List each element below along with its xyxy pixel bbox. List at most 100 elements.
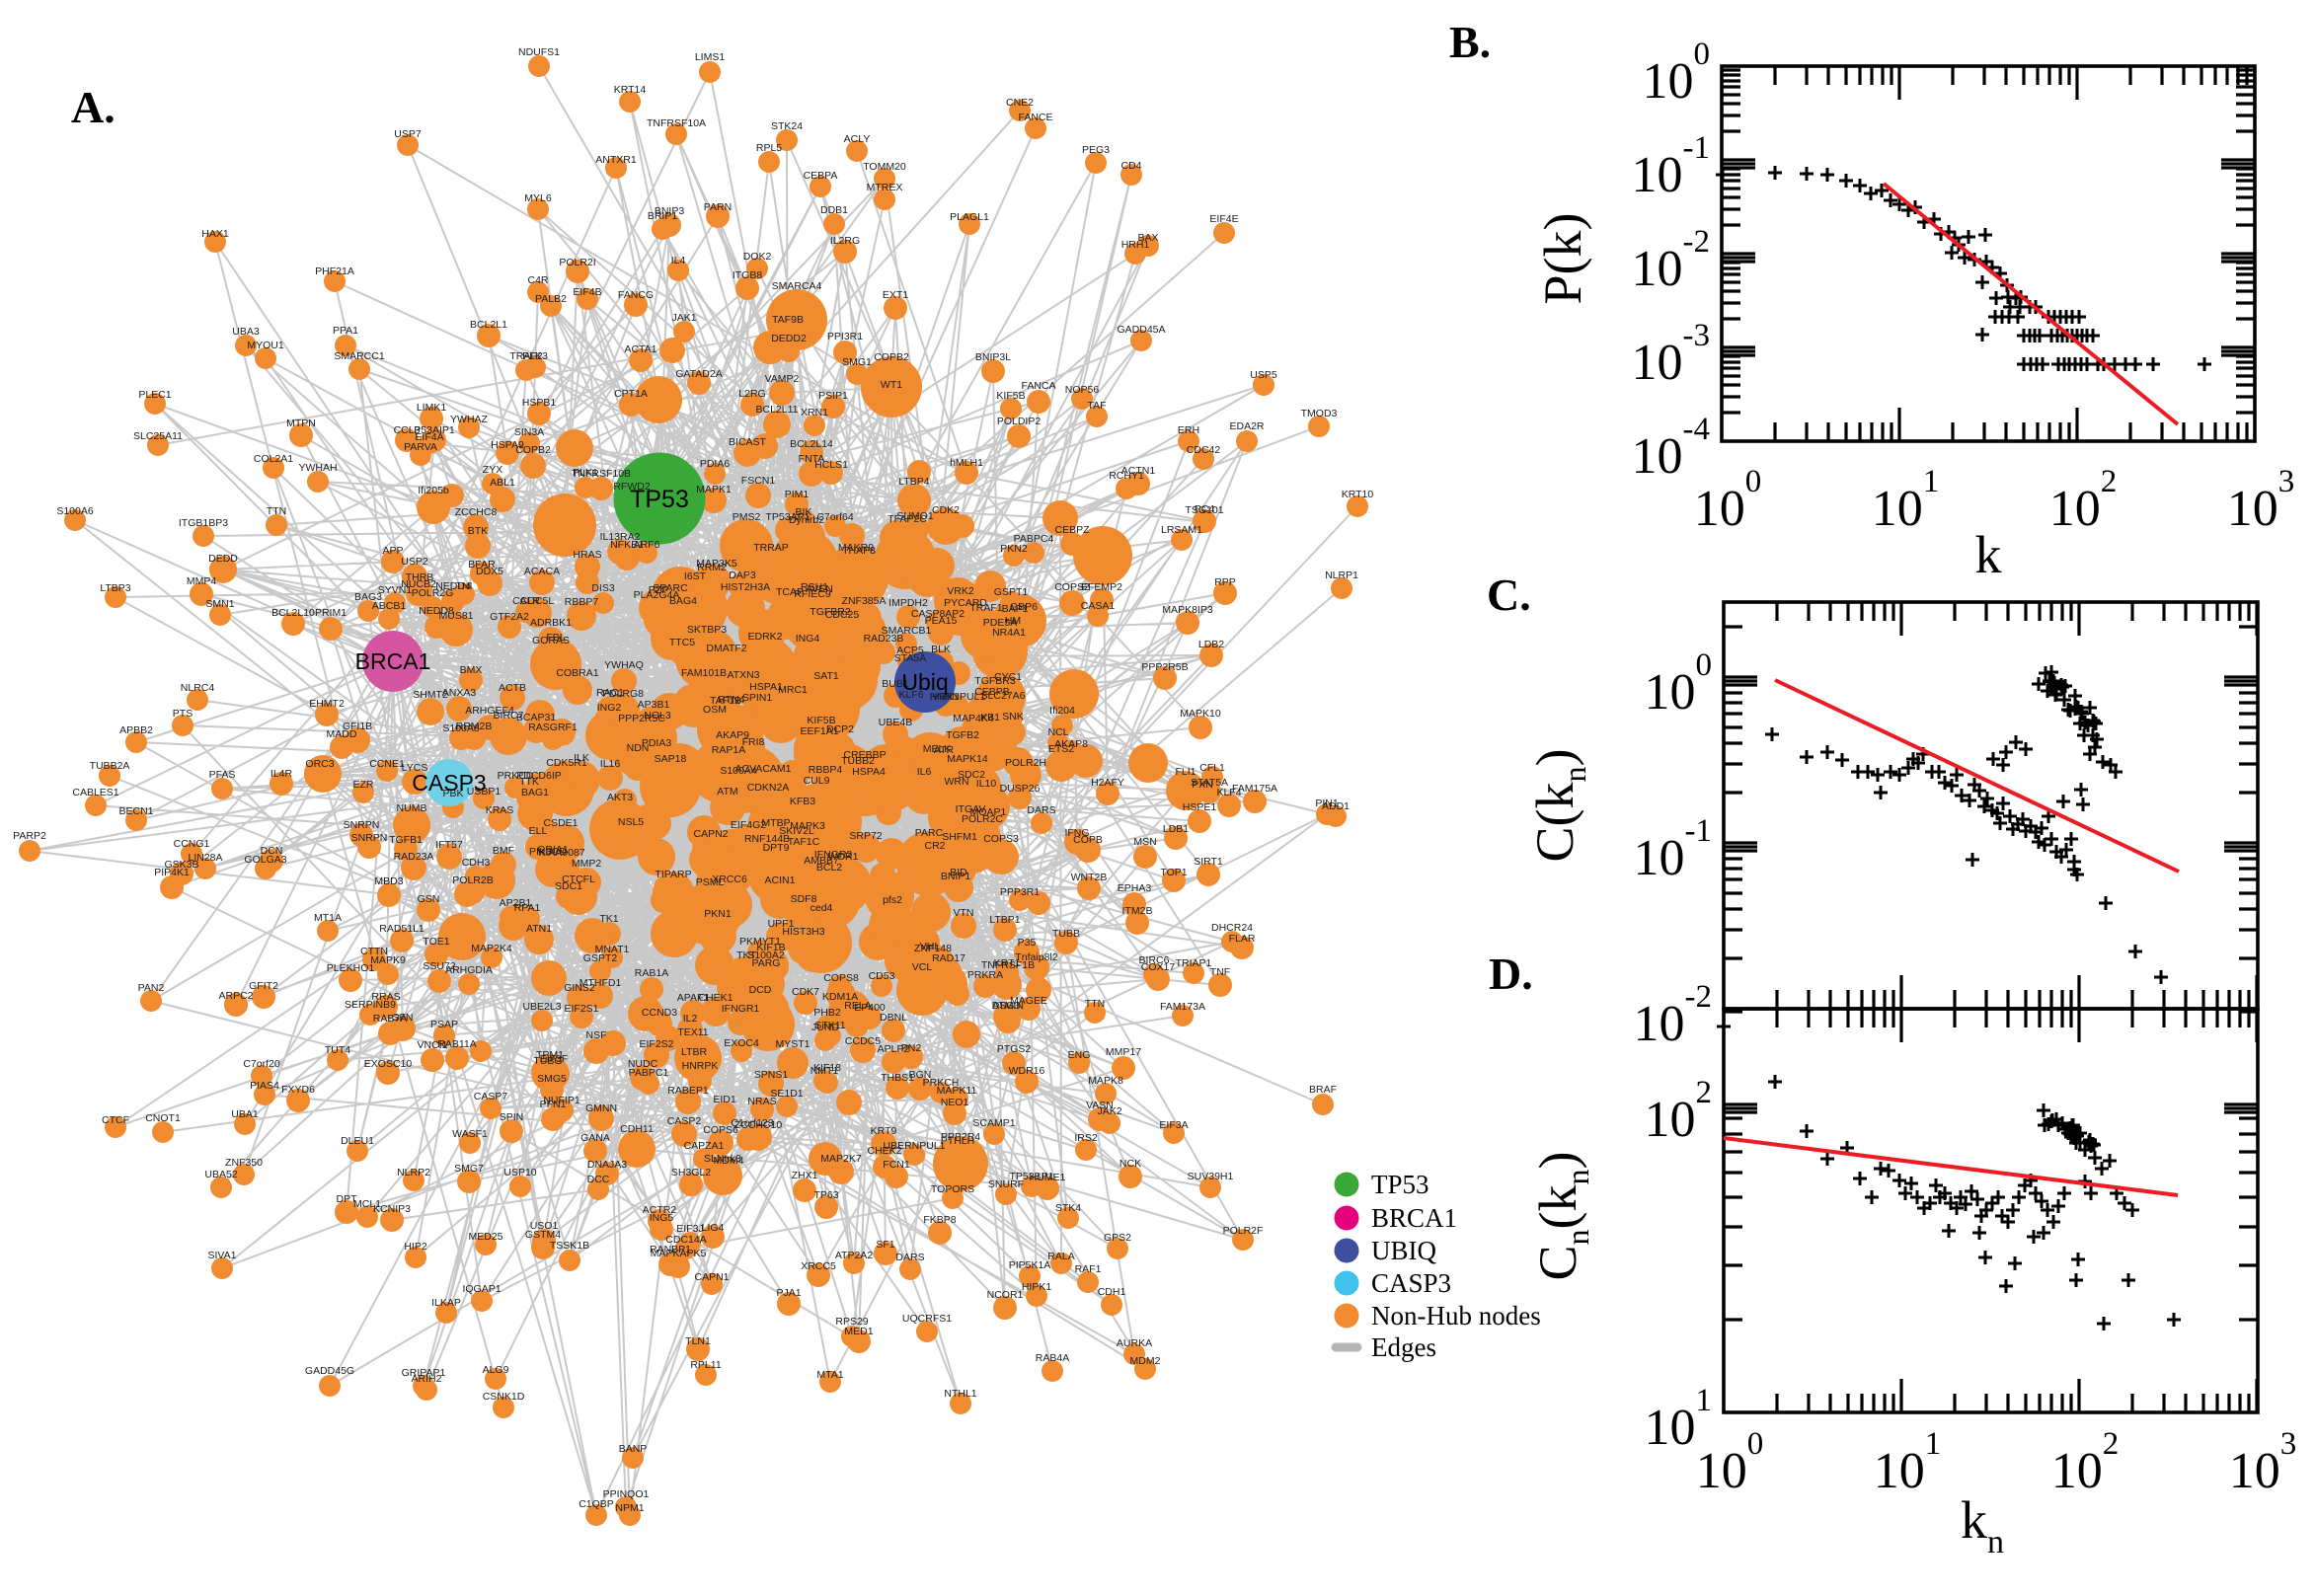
svg-text:DCP2: DCP2 [826,723,854,735]
svg-text:ZNF350: ZNF350 [225,1157,263,1169]
svg-text:HSPA9: HSPA9 [491,439,524,451]
svg-text:PDE5A: PDE5A [983,617,1017,629]
svg-text:WDR16: WDR16 [1009,1065,1045,1077]
svg-text:PHB2: PHB2 [813,1007,841,1019]
svg-text:IL13RA2: IL13RA2 [600,531,641,543]
svg-text:EZR: EZR [353,779,374,791]
svg-text:PHF21A: PHF21A [315,266,354,277]
svg-text:SCAMP1: SCAMP1 [972,1117,1015,1129]
svg-text:PKN2: PKN2 [1000,543,1028,555]
svg-text:VCL: VCL [912,961,933,973]
svg-text:TMOD3: TMOD3 [1301,408,1338,419]
svg-text:MAPKAPK5: MAPKAPK5 [651,1248,707,1259]
svg-text:ANTXR1: ANTXR1 [595,154,637,166]
svg-text:BRIP1: BRIP1 [648,210,678,222]
svg-text:BTK: BTK [468,525,488,537]
svg-text:PSIP1: PSIP1 [818,390,848,402]
svg-text:GORAS: GORAS [532,635,570,646]
svg-text:RAD23A: RAD23A [394,851,434,863]
svg-text:RANBP1: RANBP1 [650,1244,691,1255]
svg-text:SLC27A6: SLC27A6 [981,690,1026,702]
svg-text:STK4: STK4 [1055,1202,1081,1214]
svg-text:RALA: RALA [1047,1251,1074,1262]
svg-text:BUB1: BUB1 [882,678,909,690]
svg-text:HRAS: HRAS [573,549,601,561]
svg-text:SNRPN: SNRPN [351,832,388,844]
svg-text:IFNGR2: IFNGR2 [814,849,853,861]
svg-text:CUL9: CUL9 [804,775,830,787]
svg-text:TEX11: TEX11 [677,1026,708,1038]
svg-text:MMP2: MMP2 [572,858,601,870]
svg-text:RAC1: RAC1 [596,687,624,699]
svg-text:FSCN1: FSCN1 [741,475,776,487]
svg-text:PLK3: PLK3 [522,350,548,362]
svg-text:EIF4A: EIF4A [415,431,443,443]
svg-text:CASP7: CASP7 [474,1091,508,1102]
svg-text:RASGRF1: RASGRF1 [528,722,578,733]
svg-text:YWHAH: YWHAH [298,462,337,474]
svg-text:CDH3: CDH3 [462,857,491,869]
svg-text:CCNE1: CCNE1 [369,758,405,770]
svg-text:MAPK14: MAPK14 [947,753,988,765]
svg-text:STK11: STK11 [814,1020,845,1031]
svg-text:DPT9: DPT9 [763,842,790,854]
svg-text:BAG1: BAG1 [521,787,549,798]
svg-text:WRN: WRN [944,776,968,788]
svg-text:D.: D. [1489,949,1533,999]
svg-text:TUT4: TUT4 [325,1044,350,1056]
svg-text:TNFRSF10A: TNFRSF10A [647,117,706,129]
svg-text:BNIP3L: BNIP3L [975,351,1011,363]
svg-text:DOK2: DOK2 [743,251,772,263]
svg-text:SSU72: SSU72 [423,960,455,972]
svg-text:SUMO1: SUMO1 [896,510,934,522]
svg-text:VRK1: VRK1 [932,691,960,703]
svg-text:SDF8: SDF8 [791,893,817,905]
svg-text:NPM1: NPM1 [615,1502,644,1514]
svg-text:AKAP9: AKAP9 [716,729,749,741]
svg-text:ACIN1: ACIN1 [765,874,796,886]
svg-text:HSPB1: HSPB1 [522,397,557,409]
svg-text:CABLES1: CABLES1 [72,787,118,798]
svg-text:RAF1: RAF1 [1075,1263,1102,1275]
svg-text:BFAR: BFAR [468,559,496,570]
svg-text:KRT10: KRT10 [1342,489,1374,500]
svg-text:FAM101B: FAM101B [681,667,727,679]
svg-text:MAPK8IP3: MAPK8IP3 [1162,604,1213,616]
svg-text:UBE4B: UBE4B [879,717,912,728]
svg-text:RSU1: RSU1 [801,581,828,593]
svg-text:HIPK1: HIPK1 [1022,1281,1052,1293]
svg-text:PEG3: PEG3 [1082,144,1110,156]
svg-text:RABEP1: RABEP1 [667,1085,709,1097]
svg-text:RAD51L1: RAD51L1 [379,923,425,935]
svg-text:TRAF1: TRAF1 [969,602,1002,614]
svg-text:k: k [1975,525,2002,584]
svg-text:CHEK2: CHEK2 [867,1145,901,1157]
svg-text:TTK: TTK [519,776,539,788]
svg-text:SNURF: SNURF [988,1178,1024,1190]
svg-text:NDN: NDN [627,742,650,754]
svg-text:VNCI1: VNCI1 [418,1039,448,1051]
svg-text:HSPE1: HSPE1 [1183,801,1217,813]
svg-text:TRIAP1: TRIAP1 [1176,957,1212,969]
svg-text:CCDC5: CCDC5 [845,1035,881,1047]
svg-text:ARPC2: ARPC2 [218,990,253,1002]
svg-text:UBE2L3: UBE2L3 [522,1001,561,1013]
svg-text:NUDC: NUDC [628,1058,658,1070]
svg-text:MAPK3: MAPK3 [790,820,825,832]
svg-text:JUND: JUND [811,1022,839,1033]
svg-text:FANCE: FANCE [1018,112,1052,123]
svg-text:PXN: PXN [1192,779,1213,791]
svg-text:RRAS: RRAS [371,991,400,1003]
svg-text:RFIEC9: RFIEC9 [794,588,831,600]
svg-text:PAN2: PAN2 [138,982,165,994]
svg-text:HM: HM [1005,615,1021,627]
svg-text:CASP3: CASP3 [412,770,486,796]
svg-text:Edges: Edges [1371,1332,1436,1362]
svg-text:THAP8: THAP8 [842,545,876,557]
svg-text:Dynlrb2: Dynlrb2 [789,514,824,526]
svg-text:UBA1: UBA1 [231,1108,259,1120]
svg-text:FLI1: FLI1 [1175,766,1196,778]
svg-text:AURKA: AURKA [1117,1337,1152,1349]
svg-text:PPI3R1: PPI3R1 [827,331,863,342]
svg-text:RPS29: RPS29 [835,1316,868,1328]
